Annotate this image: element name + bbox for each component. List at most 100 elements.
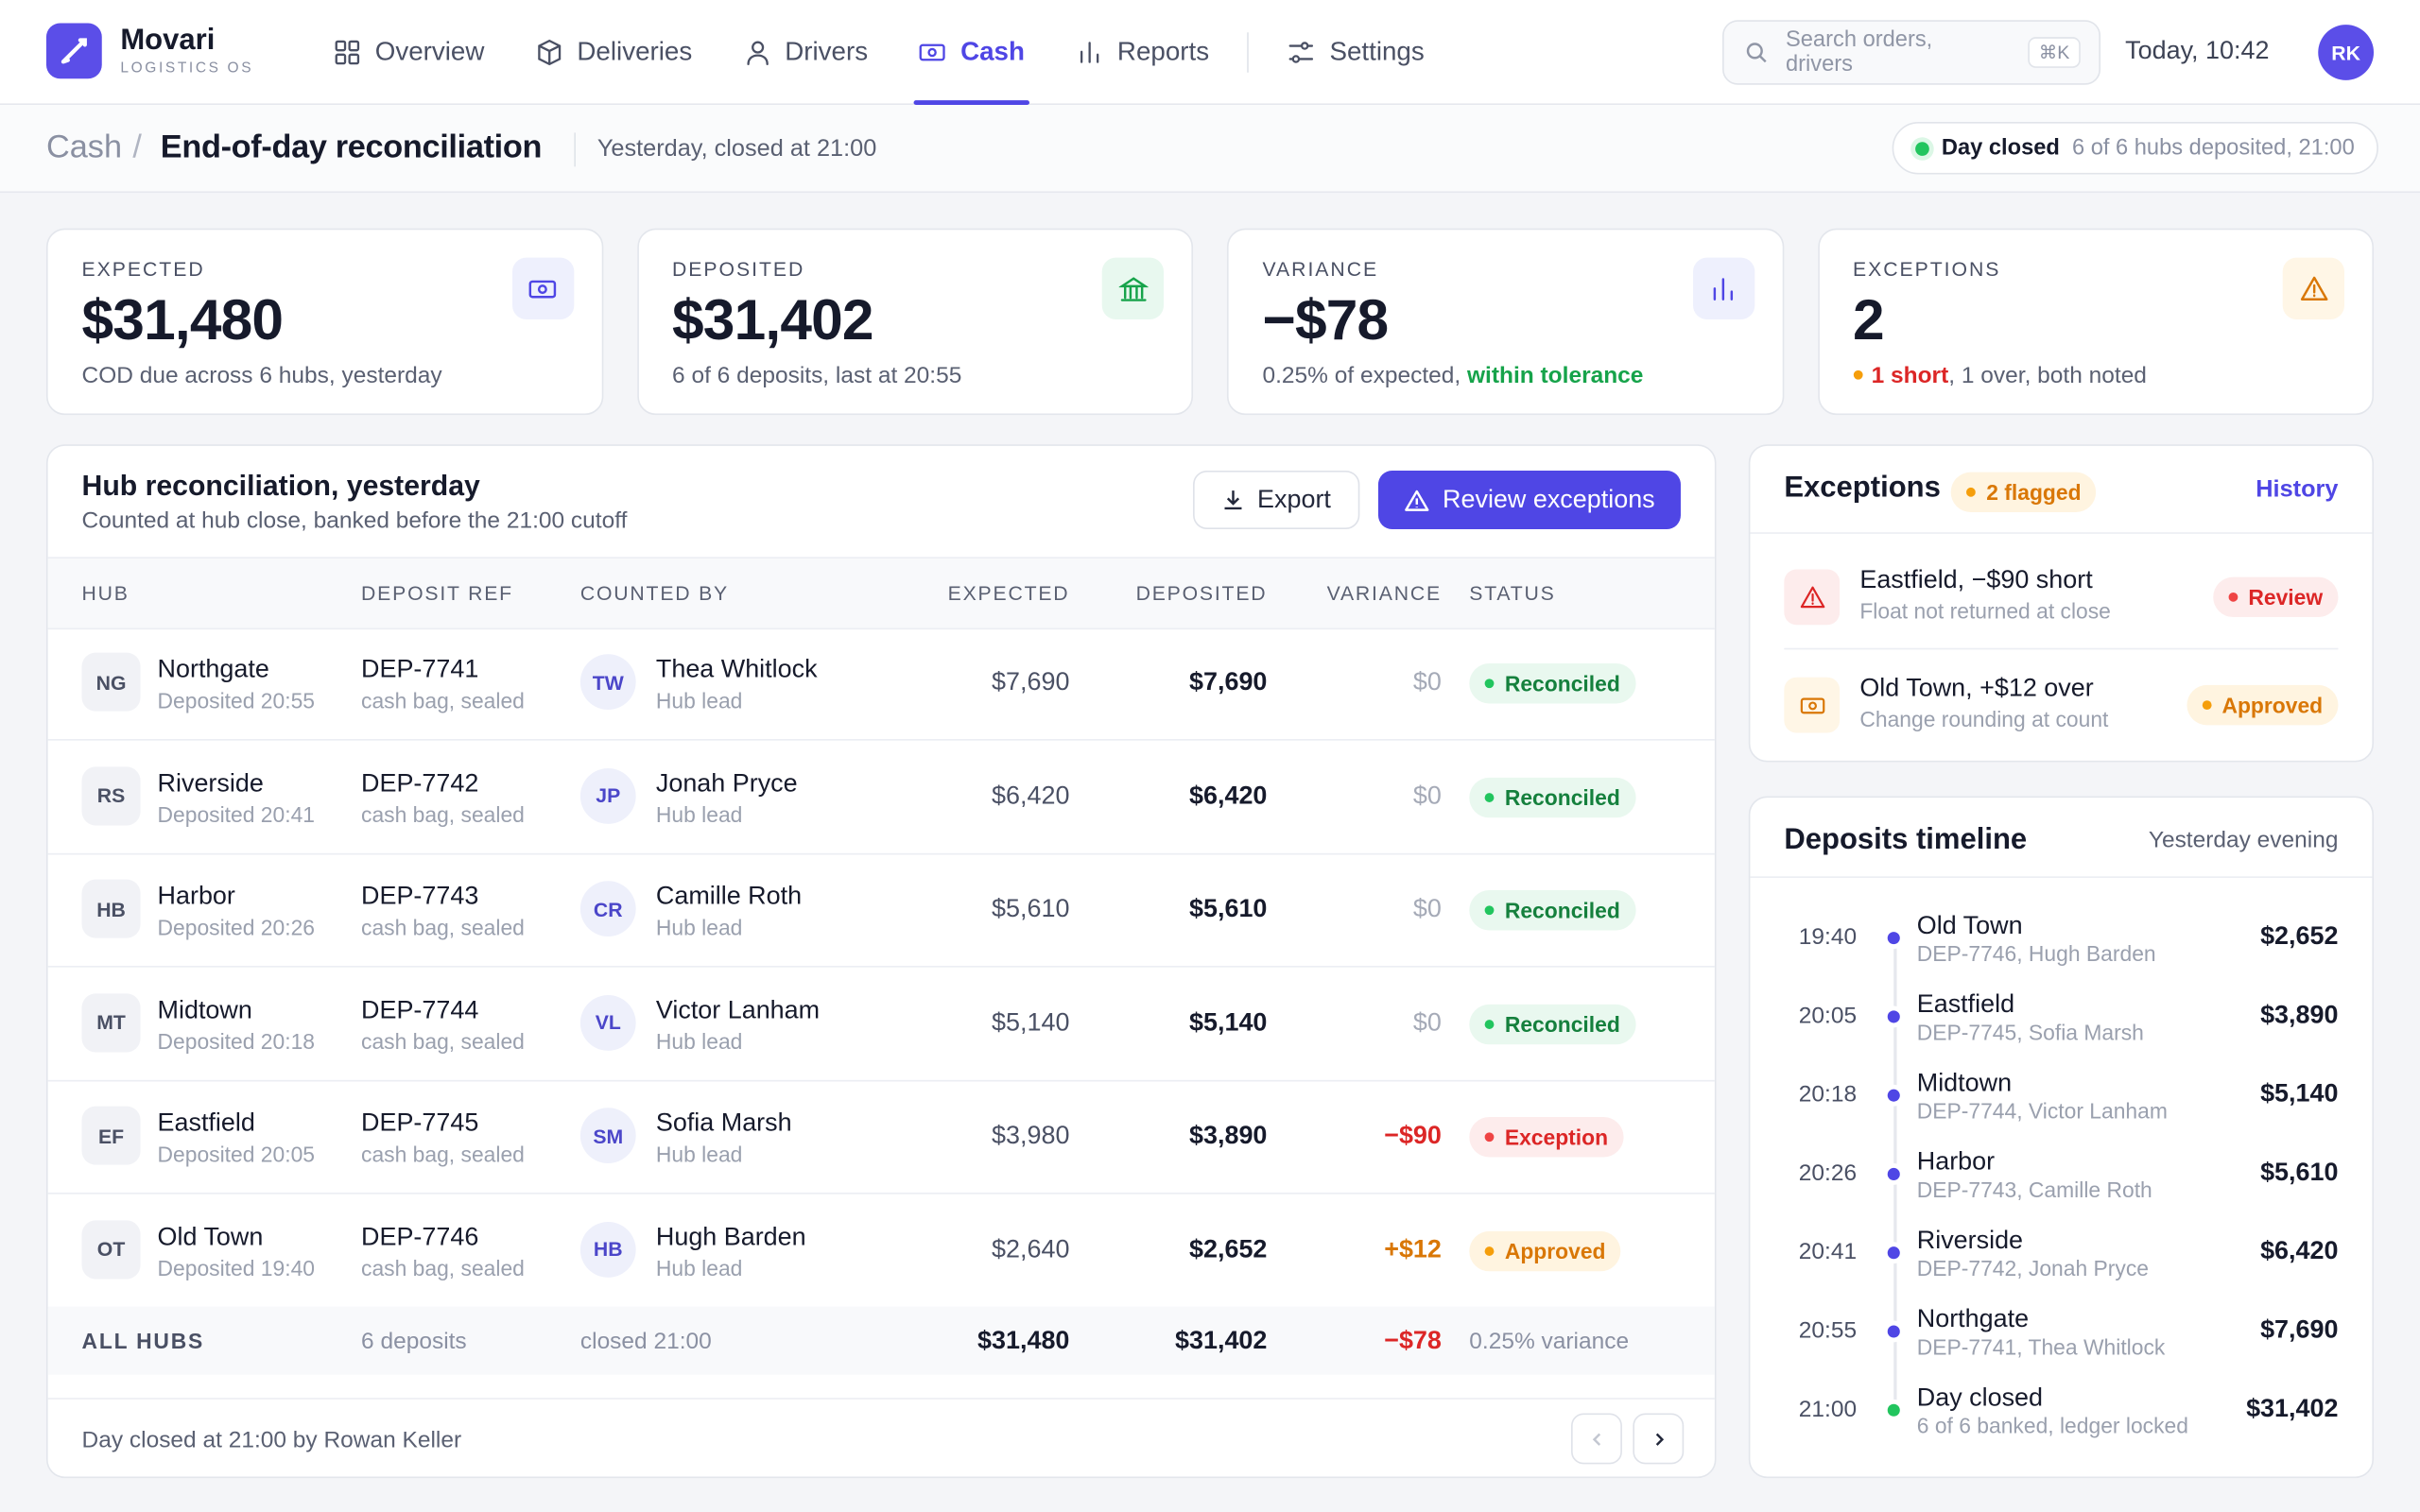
totals-label: ALL HUBS — [81, 1328, 205, 1353]
icon — [1799, 692, 1825, 718]
history-link[interactable]: History — [2256, 476, 2339, 504]
hub-name: Northgate — [157, 655, 269, 684]
timeline-entry: Northgate DEP-7741, Thea Whitlock — [1917, 1305, 2166, 1359]
exception-text[interactable]: Eastfield, −$90 short Float not returned … — [1859, 566, 2111, 623]
timeline-card: Deposits timeline Yesterday evening 19:4… — [1748, 796, 2375, 1479]
review-button[interactable]: Review exceptions — [1377, 470, 1681, 529]
counter-role: Hub lead — [655, 688, 743, 713]
ref-cell: DEP-7743 cash bag, sealed — [361, 883, 525, 939]
nav-divider — [1247, 32, 1250, 73]
status-dot — [1484, 792, 1495, 802]
shortcut: ⌘K — [2028, 37, 2081, 68]
column-header: STATUS — [1469, 581, 1556, 605]
badge-dot — [1966, 487, 1976, 497]
timeline-amount: $5,140 — [2260, 1079, 2339, 1108]
nav-label: Deliveries — [577, 37, 693, 67]
timeline-sub: DEP-7743, Camille Roth — [1916, 1177, 2152, 1202]
hub-name: Riverside — [157, 768, 264, 798]
breadcrumb-separator: / — [132, 129, 142, 165]
table-row: MT Midtown Deposited 20:18 DEP-7744 cash bag… — [47, 967, 1715, 1081]
timeline-amount: $6,420 — [2260, 1237, 2339, 1265]
status-dot — [1484, 905, 1495, 916]
timeline-dot — [1887, 1089, 1900, 1102]
kpi-note: COD due across 6 hubs, yesterday — [82, 363, 442, 389]
kpi-card: VARIANCE −$78 0.25% of expected, within to… — [1226, 228, 1784, 416]
timeline-dot — [1887, 932, 1900, 945]
hub-cell: Harbor Deposited 20:26 — [158, 883, 315, 939]
nav-item[interactable]: Settings — [1288, 0, 1425, 105]
counter-initials: HB — [579, 1221, 636, 1278]
timeline-time: 20:26 — [1798, 1160, 1858, 1187]
nav-item[interactable]: Overview — [334, 0, 484, 105]
timeline-title: Northgate — [1916, 1305, 2030, 1333]
note-part: within tolerance — [1466, 362, 1644, 389]
icon — [2299, 274, 2328, 303]
expected: $3,980 — [992, 1121, 1070, 1150]
deposited: $5,610 — [1189, 894, 1268, 923]
timeline-entry: Harbor DEP-7743, Camille Roth — [1917, 1148, 2152, 1202]
export-label: Export — [1257, 485, 1331, 513]
counter-cell: Victor Lanham Hub lead — [656, 996, 820, 1053]
hub-cell: Northgate Deposited 20:55 — [158, 656, 315, 713]
nav-item[interactable]: Drivers — [743, 0, 868, 105]
counter-role: Hub lead — [655, 1028, 743, 1054]
deposit-ref: DEP-7745 — [361, 1108, 479, 1138]
icon — [527, 274, 557, 303]
exception-note: Change rounding at count — [1859, 706, 2109, 731]
timeline-dot — [1887, 1325, 1900, 1338]
status-dot — [1484, 679, 1495, 689]
breadcrumb-parent[interactable]: Cash — [45, 129, 123, 165]
card-title: Hub reconciliation, yesterday — [81, 469, 480, 502]
timeline-title: Midtown — [1916, 1069, 2013, 1097]
timeline-sub: DEP-7744, Victor Lanham — [1916, 1098, 2168, 1124]
logo[interactable] — [45, 23, 102, 79]
hub-time: Deposited 20:55 — [157, 688, 316, 713]
icon — [1799, 584, 1825, 610]
exception-title: Old Town, +$12 over — [1859, 674, 2094, 702]
nav-label: Drivers — [785, 37, 869, 67]
export-button[interactable]: Export — [1193, 470, 1360, 529]
counter-cell: Thea Whitlock Hub lead — [656, 656, 818, 713]
note-part: COD due across 6 hubs, yesterday — [81, 362, 442, 389]
nav-item[interactable]: Deliveries — [535, 0, 692, 105]
prev-page[interactable] — [1571, 1413, 1622, 1465]
variance: +$12 — [1384, 1234, 1442, 1263]
variance: −$90 — [1384, 1121, 1442, 1150]
reconciliation-card: Hub reconciliation, yesterday Counted at… — [45, 444, 1717, 1479]
counter-name: Hugh Barden — [655, 1222, 806, 1251]
timeline-title: Eastfield — [1916, 990, 2015, 1019]
nav-item[interactable]: Cash — [914, 0, 1029, 106]
timeline-title: Day closed — [1916, 1383, 2044, 1412]
hub-time: Deposited 20:41 — [157, 801, 316, 827]
ref-note: cash bag, sealed — [361, 688, 525, 713]
kpi-icon — [511, 257, 574, 319]
deposit-ref: DEP-7741 — [361, 655, 479, 684]
ref-note: cash bag, sealed — [361, 915, 525, 940]
icon-svg — [528, 279, 557, 298]
next-page[interactable] — [1633, 1413, 1685, 1465]
nav-item[interactable]: Reports — [1076, 0, 1209, 105]
deposited: $2,652 — [1189, 1234, 1268, 1263]
search[interactable]: Search orders, drivers ⌘K — [1722, 20, 2101, 85]
status-dot — [2202, 700, 2212, 711]
variance: $0 — [1412, 894, 1442, 923]
deposit-ref: DEP-7744 — [361, 995, 479, 1024]
expected: $5,140 — [992, 1007, 1070, 1037]
icon — [743, 39, 770, 66]
status-badge: Reconciled — [1469, 890, 1636, 931]
expected: $2,640 — [992, 1234, 1070, 1263]
exception-text[interactable]: Old Town, +$12 over Change rounding at co… — [1859, 674, 2108, 730]
ref-cell: DEP-7745 cash bag, sealed — [361, 1109, 525, 1166]
hub-code: NG — [81, 652, 141, 712]
icon — [1076, 39, 1103, 66]
counter-cell: Camille Roth Hub lead — [656, 883, 802, 939]
avatar[interactable]: RK — [2318, 25, 2375, 80]
deposit-ref: DEP-7743 — [361, 882, 479, 911]
timeline-dot — [1887, 1403, 1900, 1417]
hub-cell: Midtown Deposited 20:18 — [158, 996, 315, 1053]
page-title: End-of-day reconciliation — [160, 129, 543, 165]
download-icon — [1223, 490, 1241, 510]
timeline-amount: $5,610 — [2260, 1159, 2339, 1187]
hub-code: HB — [81, 879, 141, 938]
